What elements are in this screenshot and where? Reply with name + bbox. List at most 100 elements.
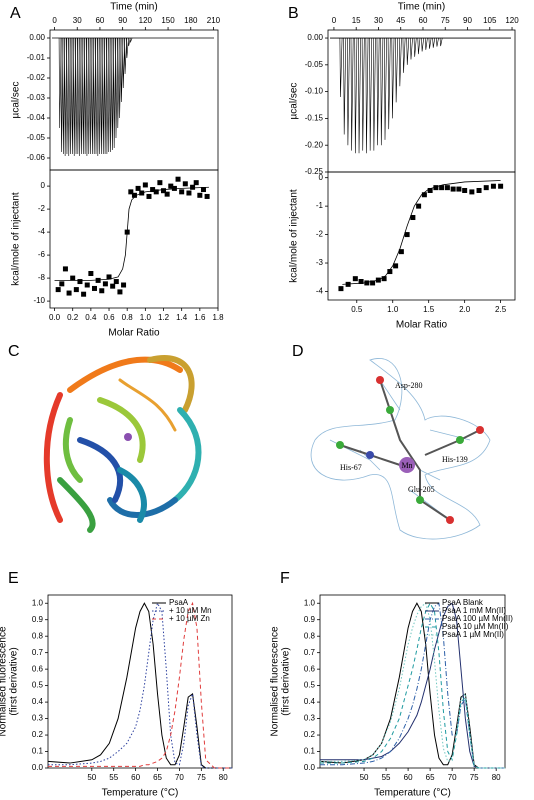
y-tick-label: 0.7 [304,648,316,657]
protein-ribbon [43,355,202,533]
y-tick-label: -10 [33,296,45,305]
injection-peak [436,37,439,47]
injection-peak [66,37,69,155]
x-axis-label: Temperature (°C) [102,788,179,799]
y-axis-label: µcal/sec [289,83,300,120]
x-tick-label: 0.8 [122,313,134,322]
data-point [131,192,137,198]
injection-peak [428,37,432,49]
data-point [469,189,475,195]
data-point [124,229,130,235]
injection-peak [358,38,361,154]
injection-peak [380,38,384,146]
y-tick-label: -0.03 [27,93,46,102]
panel-letter: C [8,343,20,360]
data-point [404,232,410,238]
data-point [77,279,83,285]
x-tick-label: 80 [219,773,228,782]
x-tick-label: 0.0 [49,313,61,322]
plot-frame [47,594,233,769]
y-tick-label: -3 [316,258,324,267]
injection-peak [439,37,443,47]
ligand-atoms [336,376,484,524]
x-tick-label: 180 [184,16,198,25]
x-tick-label: 1.0 [387,305,399,314]
y-tick-label: -2 [38,204,46,213]
injection-peak [95,37,98,155]
y-tick-label: 0.1 [32,747,44,756]
injection-peak [67,37,71,157]
injection-peak [116,37,120,129]
x-axis-label: Molar Ratio [396,320,448,331]
injection-peak [122,37,126,89]
x-tick-label: 50 [360,773,369,782]
data-point [171,185,177,191]
series-line [320,602,505,769]
x-tick-label: 65 [426,773,435,782]
injection-peak [384,38,387,140]
y-tick-label: 0.6 [304,664,316,673]
x-tick-label: 75 [197,773,206,782]
data-point [146,193,152,199]
data-point [393,263,399,269]
x-tick-label: 70 [448,773,457,782]
y-axis-label: (first derivative) [9,647,20,715]
data-point [135,185,141,191]
injection-peak [96,37,100,157]
data-point [128,189,134,195]
data-point [197,192,203,198]
injection-peak [73,37,77,157]
y-tick-label: 0.1 [304,747,316,756]
x-tick-label: 1.5 [423,305,435,314]
data-point [182,181,188,187]
x-tick-label: 60 [95,16,104,25]
injection-peak [406,38,410,65]
injection-peak [410,38,413,60]
y-tick-label: 0 [41,181,46,190]
injection-peak [413,38,417,57]
data-point [456,186,462,192]
injection-peak [398,38,402,87]
x-tick-label: 75 [470,773,479,782]
data-point [84,282,90,288]
injection-peak [82,37,86,155]
injection-peak [369,38,373,151]
data-point [498,183,504,189]
y-axis-label: kcal/mole of injectant [11,192,22,286]
injection-peak [391,38,395,119]
x-tick-label: 50 [87,773,96,782]
injection-peak [93,37,97,155]
data-point [113,279,119,285]
injection-peak [417,38,421,55]
y-tick-label: -0.06 [27,153,46,162]
y-tick-label: -0.15 [305,114,324,123]
data-point [352,276,358,282]
data-point [370,280,376,286]
x-tick-label: 2.5 [495,305,507,314]
series-line [47,602,232,769]
data-point [186,190,192,196]
x-tick-label: 90 [118,16,127,25]
x-tick-label: 30 [374,16,383,25]
y-tick-label: 0.4 [304,697,316,706]
x-axis-label: Time (min) [110,2,157,13]
residue-label: Asp-280 [395,381,423,390]
y-tick-label: 0.9 [32,615,44,624]
injection-peak [80,37,84,155]
injection-peak [346,38,350,146]
injection-peak [129,37,133,44]
data-point [476,187,482,193]
data-point [450,186,456,192]
y-axis-label: (first derivative) [281,647,292,715]
y-axis-label: Normalised fluorescence [0,626,9,736]
data-point [338,286,344,292]
legend-label: PsaA 1 mM Mn(II) [442,606,506,615]
y-axis-label: Normalised fluorescence [270,626,281,736]
legend-label: + 10 µM Zn [169,614,210,623]
data-point [117,289,123,295]
y-tick-label: -8 [38,273,46,282]
injection-peak [125,37,129,59]
x-tick-label: 75 [441,16,450,25]
x-tick-label: 70 [175,773,184,782]
injection-peak [98,37,102,155]
